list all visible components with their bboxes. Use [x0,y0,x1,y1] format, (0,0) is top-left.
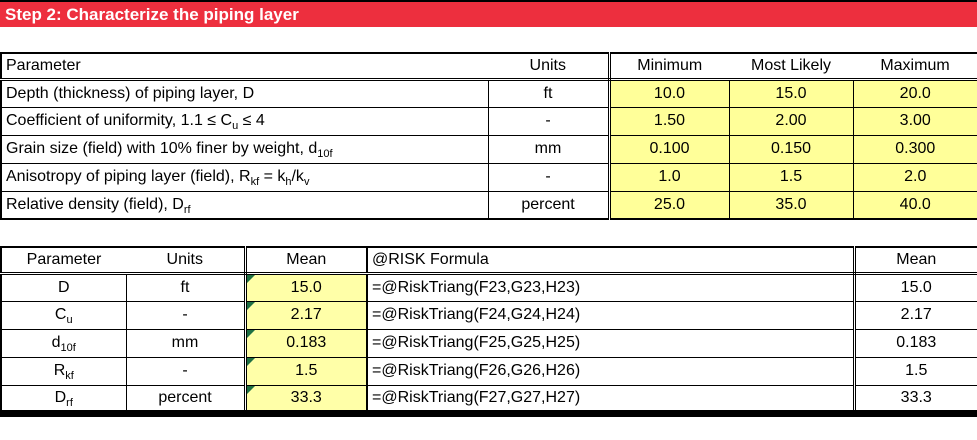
mean-value: 1.5 [295,362,318,379]
units-cell: mm [487,134,611,164]
col-header-units: Units [488,53,611,81]
parameter-cell: Depth (thickness) of piping layer, D [0,78,489,108]
table-row: Anisotropy of piping layer (field), Rkf … [0,162,977,192]
mean-cell[interactable]: 2.17 [244,300,368,330]
formula-marker-icon [246,302,255,310]
minimum-cell[interactable]: 10.0 [608,78,730,108]
col-header-most-likely: Most Likely [729,53,853,81]
input-parameters-table: Parameter Units Minimum Most Likely Maxi… [0,52,977,220]
table-row: Coefficient of uniformity, 1.1 ≤ Cu ≤ 4 … [0,106,977,136]
table-header-row: Parameter Units Minimum Most Likely Maxi… [1,53,977,81]
col-header-units: Units [126,247,247,275]
most-likely-cell[interactable]: 1.5 [728,162,854,192]
formula-cell[interactable]: =@RiskTriang(F27,G27,H27) [366,384,856,414]
maximum-cell[interactable]: 20.0 [852,78,977,108]
units-cell: ft [125,272,247,302]
mean-result-cell[interactable]: 1.5 [853,356,977,386]
units-cell: percent [487,190,611,220]
mean-value: 15.0 [290,278,322,296]
table-row: d10f mm 0.183 =@RiskTriang(F25,G25,H25) … [0,328,977,358]
col-header-mean-result: Mean [854,247,977,275]
col-header-minimum: Minimum [609,53,729,81]
units-cell: - [487,106,611,136]
formula-cell[interactable]: =@RiskTriang(F26,G26,H26) [366,356,856,386]
parameter-cell: Cu [0,300,127,330]
units-cell: percent [125,384,247,414]
step-title: Step 2: Characterize the piping layer [5,5,299,24]
risk-formula-table: Parameter Units Mean @RISK Formula Mean … [0,246,977,417]
mean-result-cell[interactable]: 15.0 [853,272,977,302]
parameter-cell: d10f [0,328,127,358]
table-row: Depth (thickness) of piping layer, D ft … [0,78,977,108]
units-cell: - [125,300,247,330]
mean-result-cell[interactable]: 33.3 [853,384,977,414]
minimum-cell[interactable]: 1.0 [608,162,730,192]
table-header-row: Parameter Units Mean @RISK Formula Mean [1,247,977,275]
mean-cell[interactable]: 1.5 [244,356,368,386]
col-header-parameter: Parameter [1,53,488,81]
mean-result-cell[interactable]: 0.183 [853,328,977,358]
formula-marker-icon [246,330,255,338]
minimum-cell[interactable]: 0.100 [608,134,730,164]
parameter-cell: Drf [0,384,127,414]
formula-cell[interactable]: =@RiskTriang(F25,G25,H25) [366,328,856,358]
table-row: Cu - 2.17 =@RiskTriang(F24,G24,H24) 2.17 [0,300,977,330]
maximum-cell[interactable]: 0.300 [852,134,977,164]
formula-marker-icon [246,386,255,394]
mean-result-cell[interactable]: 2.17 [853,300,977,330]
parameter-cell: Grain size (field) with 10% finer by wei… [0,134,489,164]
units-cell: - [487,162,611,192]
mean-value: 2.17 [290,306,322,323]
mean-cell[interactable]: 15.0 [244,272,368,302]
units-cell: ft [487,78,611,108]
mean-value: 0.183 [286,334,327,351]
parameter-cell: Coefficient of uniformity, 1.1 ≤ Cu ≤ 4 [0,106,489,136]
maximum-cell[interactable]: 40.0 [852,190,977,220]
col-header-risk-formula: @RISK Formula [367,247,856,275]
minimum-cell[interactable]: 1.50 [608,106,730,136]
most-likely-cell[interactable]: 15.0 [728,78,854,108]
col-header-maximum: Maximum [853,53,977,81]
formula-marker-icon [246,274,255,283]
formula-marker-icon [246,358,255,366]
most-likely-cell[interactable]: 35.0 [728,190,854,220]
minimum-cell[interactable]: 25.0 [608,190,730,220]
col-header-mean: Mean [245,247,368,275]
most-likely-cell[interactable]: 0.150 [728,134,854,164]
col-header-parameter: Parameter [1,247,126,275]
formula-cell[interactable]: =@RiskTriang(F24,G24,H24) [366,300,856,330]
maximum-cell[interactable]: 3.00 [852,106,977,136]
parameter-cell: D [0,272,127,302]
parameter-cell: Relative density (field), Drf [0,190,489,220]
parameter-cell: Rkf [0,356,127,386]
mean-cell[interactable]: 33.3 [244,384,368,414]
units-cell: mm [125,328,247,358]
formula-cell[interactable]: =@RiskTriang(F23,G23,H23) [366,272,856,302]
table-row: Relative density (field), Drf percent 25… [0,190,977,220]
mean-value: 33.3 [290,388,322,406]
table-row: Drf percent 33.3 =@RiskTriang(F27,G27,H2… [0,384,977,414]
mean-cell[interactable]: 0.183 [244,328,368,358]
parameter-cell: Anisotropy of piping layer (field), Rkf … [0,162,489,192]
maximum-cell[interactable]: 2.0 [852,162,977,192]
table-row: Rkf - 1.5 =@RiskTriang(F26,G26,H26) 1.5 [0,356,977,386]
table-row: Grain size (field) with 10% finer by wei… [0,134,977,164]
units-cell: - [125,356,247,386]
table-row: D ft 15.0 =@RiskTriang(F23,G23,H23) 15.0 [0,272,977,302]
step-banner: Step 2: Characterize the piping layer [0,0,977,27]
most-likely-cell[interactable]: 2.00 [728,106,854,136]
